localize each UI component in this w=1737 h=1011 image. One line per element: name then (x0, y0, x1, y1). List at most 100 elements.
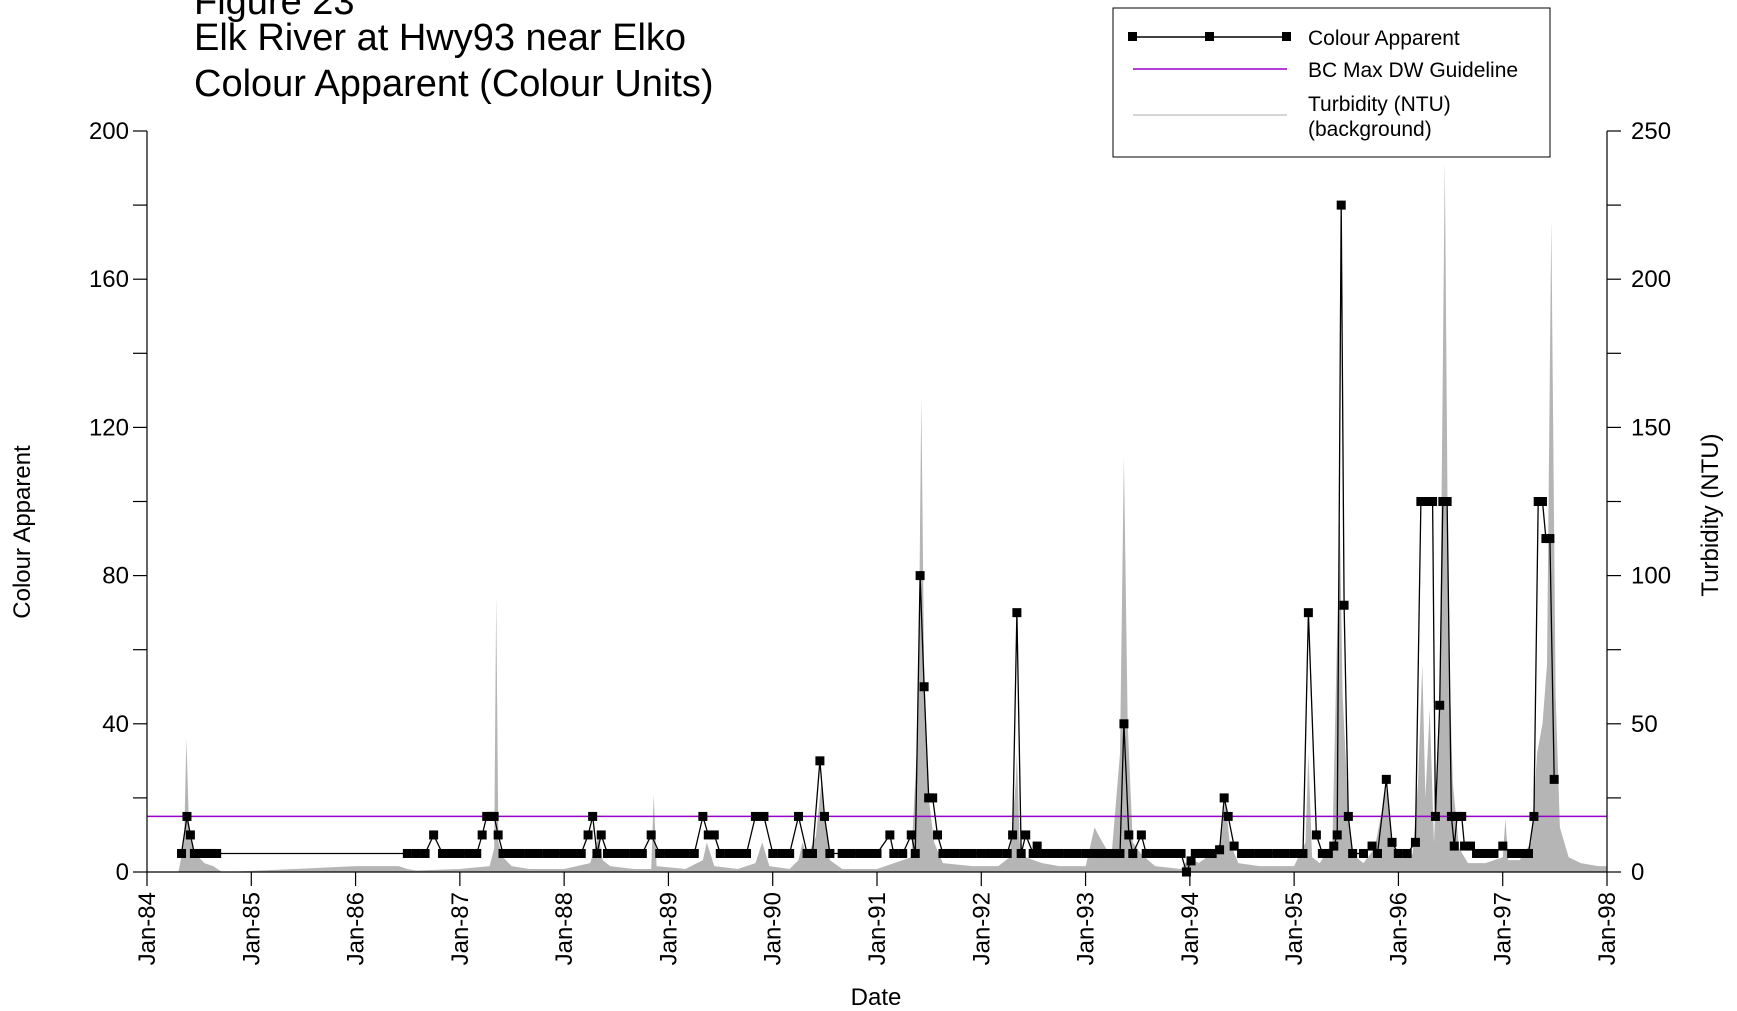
colour-apparent-point (807, 848, 817, 858)
colour-apparent-point (1460, 841, 1470, 851)
colour-apparent-point (182, 811, 192, 821)
colour-apparent-point (1303, 608, 1313, 618)
colour-apparent-point (464, 848, 474, 858)
colour-apparent-point (1032, 841, 1042, 851)
colour-apparent-point (515, 848, 525, 858)
chart-title-line-1: Figure 23 (194, 0, 355, 23)
colour-apparent-point (1343, 811, 1353, 821)
colour-apparent-point (1489, 848, 1499, 858)
colour-apparent-point (1466, 841, 1476, 851)
turbidity-area (178, 160, 1607, 873)
x-axis-title: Date (851, 984, 902, 1011)
legend-label-guideline: BC Max DW Guideline (1308, 59, 1518, 82)
colour-apparent-point (550, 848, 560, 858)
colour-apparent-point (1081, 848, 1091, 858)
colour-apparent-point (185, 830, 195, 840)
colour-apparent-point (825, 848, 835, 858)
colour-apparent-point (1317, 848, 1327, 858)
colour-apparent-point (1446, 811, 1456, 821)
x-tick-label: Jan-86 (343, 892, 370, 965)
colour-apparent-point (1323, 848, 1333, 858)
colour-apparent-point (1515, 848, 1525, 858)
colour-apparent-point (1523, 848, 1533, 858)
x-tick-label: Jan-87 (447, 892, 474, 965)
colour-apparent-point (620, 848, 630, 858)
y2-tick-label: 200 (1631, 266, 1671, 293)
colour-apparent-point (1280, 848, 1290, 858)
colour-apparent-point (542, 848, 552, 858)
colour-apparent-line (180, 205, 1555, 874)
colour-apparent-point (680, 848, 690, 858)
colour-apparent-point (750, 811, 760, 821)
colour-apparent-point (993, 848, 1003, 858)
colour-apparent-point (1402, 848, 1412, 858)
y-tick-label: 160 (89, 266, 129, 293)
colour-apparent-point (1430, 811, 1440, 821)
colour-apparent-point (592, 848, 602, 858)
colour-apparent-point (489, 811, 499, 821)
colour-apparent-point (672, 848, 682, 858)
y2-tick-label: 100 (1631, 563, 1671, 590)
colour-apparent-point (1507, 848, 1517, 858)
colour-apparent-point (1472, 848, 1482, 858)
colour-apparent-point (819, 811, 829, 821)
colour-apparent-point (493, 830, 503, 840)
x-axis-ticks: Jan-84 Jan-85 Jan-86 Jan-87 Jan-88 Jan-89 Jan-… (134, 872, 1621, 965)
legend-marker (1205, 32, 1214, 41)
x-tick-label: Jan-94 (1177, 892, 1204, 965)
colour-apparent-point (637, 848, 647, 858)
colour-apparent-point (1339, 600, 1349, 610)
y-tick-label: 0 (116, 859, 129, 886)
colour-apparent-point (1387, 837, 1397, 847)
colour-apparent-point (793, 811, 803, 821)
colour-apparent-point (1435, 700, 1445, 710)
legend: Colour Apparent BC Max DW Guideline Turb… (1112, 7, 1551, 158)
colour-apparent-series (177, 200, 1559, 877)
colour-apparent-point (1263, 848, 1273, 858)
colour-apparent-point (559, 848, 569, 858)
y2-axis-ticks: 0 50 100 150 200 250 (1607, 118, 1671, 886)
colour-apparent-point (928, 793, 938, 803)
colour-apparent-point (455, 848, 465, 858)
x-tick-label: Jan-97 (1490, 892, 1517, 965)
colour-apparent-point (724, 848, 734, 858)
colour-apparent-point (1381, 774, 1391, 784)
colour-apparent-point (1072, 848, 1082, 858)
colour-apparent-point (611, 848, 621, 858)
colour-apparent-point (1229, 841, 1239, 851)
colour-apparent-point (846, 848, 856, 858)
colour-apparent-point (910, 848, 920, 858)
colour-apparent-point (1046, 848, 1056, 858)
x-tick-label: Jan-91 (864, 892, 891, 965)
axes (146, 131, 1608, 873)
legend-label-turbidity-line-2: (background) (1308, 118, 1432, 141)
colour-apparent-point (498, 848, 508, 858)
legend-marker (1128, 32, 1137, 41)
y-axis-title: Colour Apparent (9, 445, 36, 619)
legend-marker (1282, 32, 1291, 41)
colour-apparent-point (588, 811, 598, 821)
x-tick-label: Jan-98 (1594, 892, 1621, 965)
colour-apparent-point (576, 848, 586, 858)
colour-apparent-point (568, 848, 578, 858)
colour-apparent-point (1480, 848, 1490, 858)
x-tick-label: Jan-95 (1281, 892, 1308, 965)
turbidity-area-layer (178, 160, 1607, 873)
colour-apparent-point (837, 848, 847, 858)
colour-apparent-point (1223, 811, 1233, 821)
colour-apparent-point (1128, 848, 1138, 858)
colour-apparent-point (1150, 848, 1160, 858)
colour-apparent-point (985, 848, 995, 858)
colour-apparent-point (472, 848, 482, 858)
y-tick-label: 120 (89, 414, 129, 441)
legend-box (1112, 7, 1551, 158)
colour-apparent-point (507, 848, 517, 858)
colour-apparent-point (1008, 830, 1018, 840)
colour-apparent-point (1190, 848, 1200, 858)
colour-apparent-point (1393, 848, 1403, 858)
colour-apparent-point (437, 848, 447, 858)
colour-apparent-point (1176, 848, 1186, 858)
colour-apparent-point (646, 830, 656, 840)
colour-apparent-point (1012, 608, 1022, 618)
colour-apparent-point (402, 848, 412, 858)
